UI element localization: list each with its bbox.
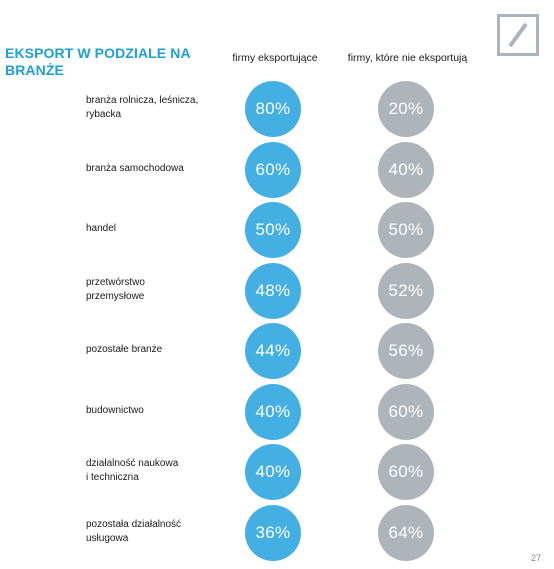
exporting-share-circle: 36% bbox=[245, 504, 301, 561]
industry-label: branża rolnicza, leśnicza, rybacka bbox=[86, 95, 199, 120]
exporting-share-circle: 40% bbox=[245, 383, 301, 440]
exporting-share-circle: 80% bbox=[245, 81, 301, 137]
industry-label: przetwórstwo przemysłowe bbox=[86, 276, 145, 302]
industry-row: pozostała działalność usługowa 36% 64% bbox=[0, 502, 554, 563]
non-exporting-share-circle: 60% bbox=[378, 444, 434, 500]
exporting-share-circle: 50% bbox=[245, 202, 301, 258]
industry-rows: branża rolnicza, leśnicza, rybacka 80% 2… bbox=[0, 78, 554, 562]
exporting-share-circle: 44% bbox=[245, 323, 301, 379]
column-header-exporting: firmy eksportujące bbox=[232, 52, 318, 64]
exporting-share-circle: 48% bbox=[245, 262, 301, 319]
deutsche-bank-logo-icon bbox=[497, 14, 539, 56]
industry-row: budownictwo 40% 60% bbox=[0, 381, 554, 442]
industry-row: branża rolnicza, leśnicza, rybacka 80% 2… bbox=[0, 78, 554, 139]
industry-label: budownictwo bbox=[86, 404, 144, 416]
non-exporting-share-circle: 20% bbox=[378, 81, 434, 137]
exporting-share-circle: 60% bbox=[245, 141, 301, 198]
column-header-non-exporting: firmy, które nie eksportują bbox=[347, 52, 468, 64]
industry-label: pozostałe branże bbox=[86, 344, 163, 355]
non-exporting-share-circle: 52% bbox=[378, 262, 434, 319]
non-exporting-share-circle: 56% bbox=[378, 323, 434, 379]
non-exporting-share-circle: 50% bbox=[378, 202, 434, 258]
industry-row: przetwórstwo przemysłowe 48% 52% bbox=[0, 260, 554, 321]
slash-logo-glyph bbox=[508, 22, 528, 48]
non-exporting-share-circle: 60% bbox=[378, 383, 434, 440]
non-exporting-share-circle: 64% bbox=[378, 504, 434, 561]
non-exporting-share-circle: 40% bbox=[378, 141, 434, 198]
industry-row: działalność naukowa i techniczna 40% 60% bbox=[0, 441, 554, 502]
exporting-share-circle: 40% bbox=[245, 444, 301, 500]
page-number: 27 bbox=[530, 553, 541, 563]
industry-label: handel bbox=[86, 223, 117, 234]
industry-row: handel 50% 50% bbox=[0, 199, 554, 260]
industry-row: pozostałe branże 44% 56% bbox=[0, 320, 554, 381]
page-title: EKSPORT W PODZIALE NA BRANŻE bbox=[5, 45, 191, 78]
industry-label: pozostała działalność usługowa bbox=[86, 518, 182, 544]
industry-row: branża samochodowa 60% 40% bbox=[0, 139, 554, 200]
industry-label: branża samochodowa bbox=[86, 162, 184, 174]
industry-label: działalność naukowa i techniczna bbox=[86, 458, 179, 483]
